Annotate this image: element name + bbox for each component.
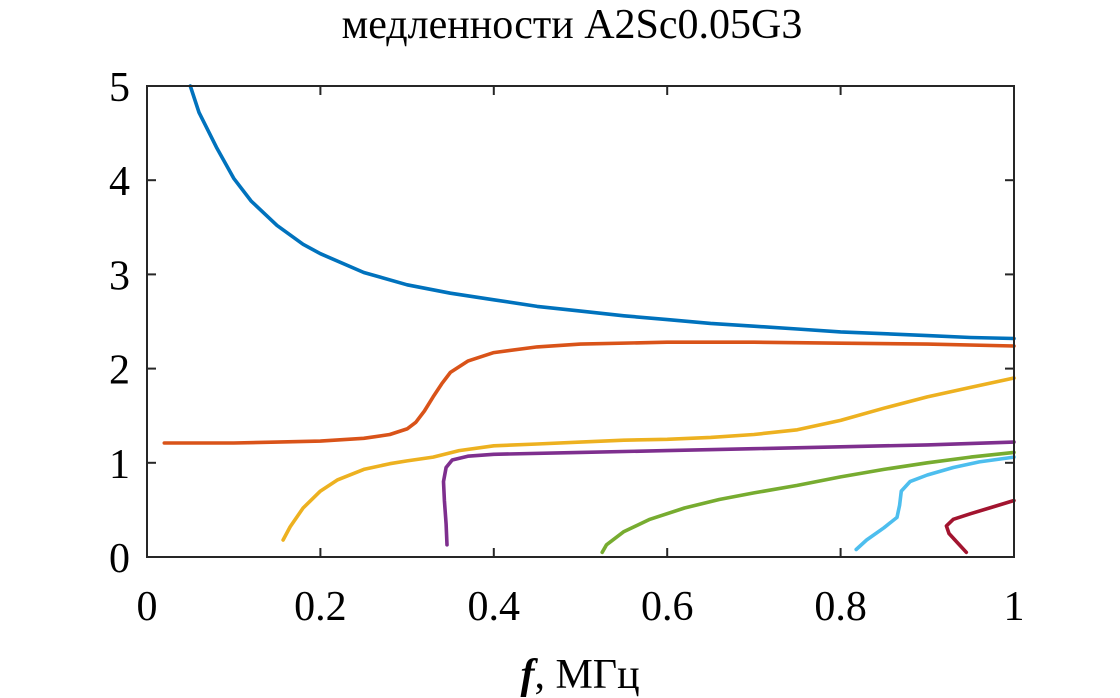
series-line-2 [162, 340, 1016, 445]
x-tick-label: 0.6 [641, 584, 694, 630]
series-line-4 [441, 440, 1016, 547]
axes-box [146, 85, 1015, 558]
x-tick-label: 0.8 [814, 584, 867, 630]
y-tick-label: 4 [109, 159, 130, 205]
x-axis-label-unit: , МГц [534, 652, 639, 698]
chart-title: медленности A2Sc0.05G3 [342, 2, 803, 48]
series-line-6 [854, 455, 1016, 552]
tick-labels: 0 0.2 0.4 0.6 0.8 1 0 1 2 3 4 5 [109, 65, 1025, 630]
x-axis-label: f, МГц [520, 652, 639, 698]
series-line-3 [281, 376, 1016, 542]
x-tick-label: 0 [137, 584, 158, 630]
y-tick-label: 3 [109, 253, 130, 299]
x-tick-label: 0.4 [468, 584, 521, 630]
series-line-5 [600, 450, 1016, 555]
series-line-7 [944, 498, 1016, 555]
plot-area [146, 84, 1016, 558]
ticks-layer [146, 85, 1015, 558]
y-tick-label: 2 [109, 348, 130, 394]
x-tick-label: 0.2 [294, 584, 347, 630]
x-tick-label: 1 [1004, 584, 1025, 630]
y-tick-label: 1 [109, 442, 130, 488]
y-tick-label: 0 [109, 536, 130, 582]
series-line-1 [188, 84, 1016, 341]
y-tick-label: 5 [109, 65, 130, 111]
x-axis-label-variable: f [520, 652, 538, 698]
series-layer [162, 84, 1016, 555]
